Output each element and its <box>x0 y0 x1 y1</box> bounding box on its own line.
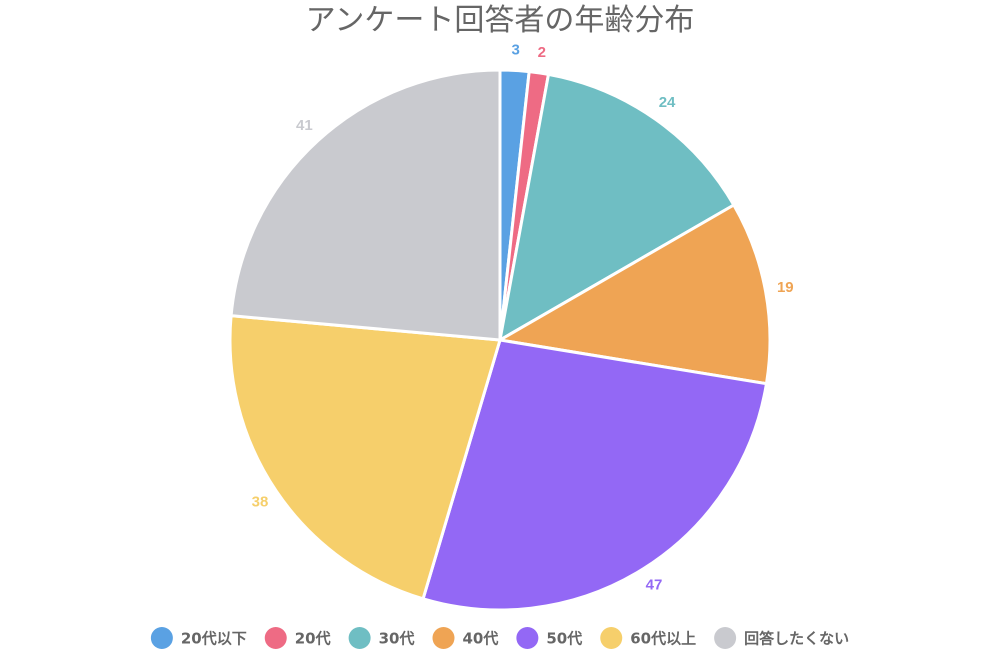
legend-item-5[interactable]: 50代 <box>516 627 582 649</box>
legend-label-1: 20代以下 <box>181 630 247 648</box>
legend-label-3: 30代 <box>379 630 415 648</box>
data-label-4: 19 <box>777 279 794 296</box>
legend-item-1[interactable]: 20代以下 <box>150 627 247 649</box>
legend-item-6[interactable]: 60代以上 <box>600 627 696 649</box>
legend-label-4: 40代 <box>462 630 498 648</box>
legend-marker-4 <box>432 627 455 649</box>
legend-marker-5 <box>516 627 539 649</box>
pie-slice-7[interactable] <box>229 68 502 342</box>
legend-item-3[interactable]: 30代 <box>348 627 415 649</box>
legend: 20代以下 20代 30代 40代 50代 60代以上 回答したくない <box>150 627 849 649</box>
legend-marker-2 <box>264 627 287 649</box>
data-label-2: 2 <box>538 44 546 61</box>
legend-item-2[interactable]: 20代 <box>264 627 331 649</box>
legend-label-6: 60代以上 <box>630 630 696 648</box>
legend-item-7[interactable]: 回答したくない <box>714 627 849 649</box>
pie-slice-5[interactable] <box>421 338 769 612</box>
data-label-5: 47 <box>646 577 663 594</box>
pie-slice-6[interactable] <box>228 314 502 601</box>
chart-title: アンケート回答者の年齢分布 <box>306 3 695 38</box>
legend-marker-1 <box>150 627 173 649</box>
legend-label-5: 50代 <box>546 630 582 648</box>
data-labels: 3 2 24 19 47 38 41 <box>252 41 794 593</box>
pie-slice-3[interactable] <box>497 72 736 343</box>
legend-marker-7 <box>714 627 737 649</box>
legend-marker-6 <box>600 627 623 649</box>
data-label-1: 3 <box>512 41 520 58</box>
legend-label-7: 回答したくない <box>744 630 849 648</box>
data-label-7: 41 <box>296 117 313 134</box>
data-label-6: 38 <box>252 494 269 511</box>
pie-slices <box>228 68 772 612</box>
data-label-3: 24 <box>659 94 676 111</box>
pie-slice-4[interactable] <box>495 202 772 386</box>
legend-marker-3 <box>348 627 371 649</box>
legend-item-4[interactable]: 40代 <box>432 627 498 649</box>
legend-label-2: 20代 <box>295 630 331 648</box>
